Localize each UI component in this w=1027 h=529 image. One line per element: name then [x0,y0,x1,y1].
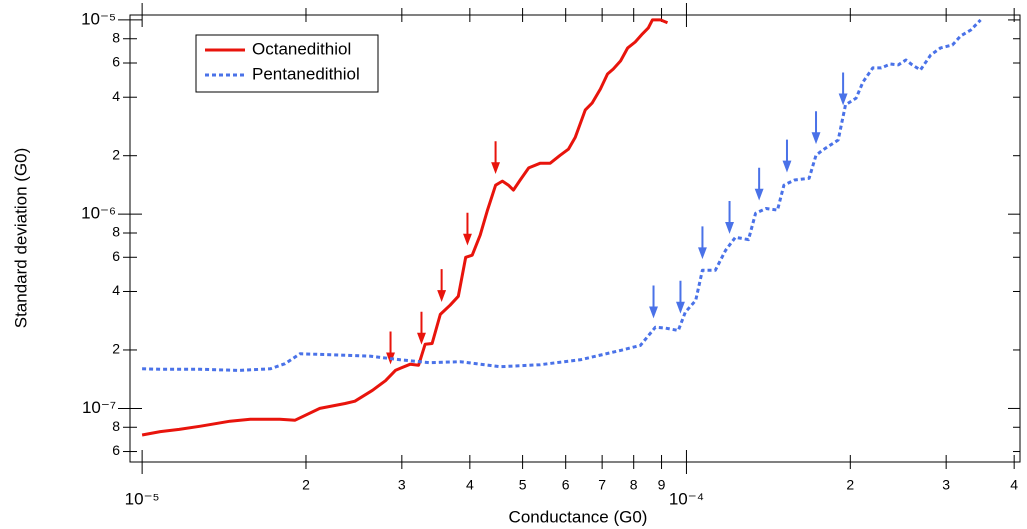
y-tick-label: 6 [112,248,120,264]
arrow [463,212,472,246]
x-tick-label: 6 [562,477,570,493]
x-tick-label: 3 [942,477,950,493]
arrow-shape [463,212,472,246]
arrow-shape [754,167,764,201]
x-tick-label: 2 [846,477,854,493]
arrow [386,331,395,365]
x-tick-label: 5 [519,477,527,493]
legend-label: Octanedithiol [252,39,351,58]
series-line [141,18,669,437]
arrow [838,72,848,106]
arrow [697,226,707,260]
arrow [417,311,426,345]
x-tick-label: 8 [630,477,638,493]
y-tick-label: 8 [112,418,120,434]
arrow-shape [838,72,848,106]
arrow [437,269,447,302]
arrow [725,201,734,234]
y-tick-label: 10⁻⁵ [81,9,116,28]
x-tick-label: 7 [598,477,606,493]
arrow [491,141,501,175]
arrow [811,111,821,145]
y-tick-label: 8 [112,29,120,45]
arrow-shape [491,141,501,175]
y-tick-label: 6 [112,54,120,70]
arrow [649,285,658,319]
arrow-shape [437,269,447,302]
x-axis-label: Conductance (G0) [509,507,648,526]
y-tick-label: 6 [112,442,120,458]
y-tick-label: 10⁻⁶ [81,204,116,223]
x-tick-label: 10⁻⁴ [669,489,704,508]
arrow-shape [811,111,821,145]
series-line [142,18,982,372]
legend-box [195,34,379,93]
arrow [676,280,685,314]
x-tick-label: 3 [398,477,406,493]
y-tick-label: 4 [112,282,120,298]
plot-frame [129,14,1021,463]
legend-label: Pentanedithiol [252,64,360,83]
arrow [754,167,764,201]
arrow [782,139,792,173]
arrow-shape [386,331,395,365]
x-tick-label: 9 [658,477,666,493]
arrow-shape [782,139,792,173]
y-tick-label: 2 [112,146,120,162]
x-tick-label: 10⁻⁵ [125,489,160,508]
y-tick-label: 10⁻⁷ [82,398,116,417]
arrow-shape [697,226,707,260]
arrow-shape [649,285,658,319]
y-tick-label: 8 [112,224,120,240]
x-tick-label: 4 [466,477,474,493]
y-axis-label: Standard deviation (G0) [11,148,30,329]
arrow-shape [725,201,734,234]
x-tick-label: 2 [302,477,310,493]
y-tick-label: 2 [112,341,120,357]
y-tick-label: 4 [112,88,120,104]
arrow-shape [417,311,426,345]
arrow-shape [676,280,685,314]
x-tick-label: 4 [1010,477,1018,493]
